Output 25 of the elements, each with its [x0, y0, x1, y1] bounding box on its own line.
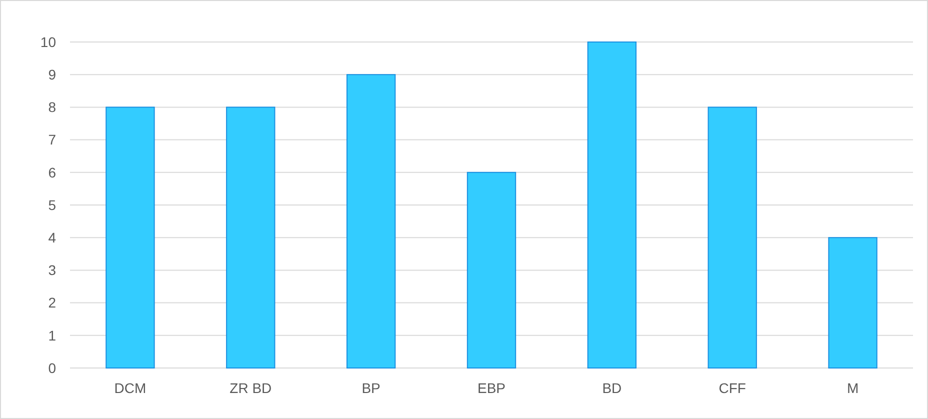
y-tick-label: 1 [48, 327, 56, 344]
y-tick-label: 7 [48, 132, 56, 148]
y-tick-label: 9 [48, 66, 56, 82]
x-tick-label: M [846, 380, 859, 396]
bar [708, 106, 757, 368]
bar [106, 106, 155, 368]
x-tick-label: EBP [477, 380, 506, 396]
bar [587, 42, 637, 368]
x-tick-label: BP [362, 380, 380, 396]
y-tick-label: 2 [48, 294, 56, 311]
y-tick-label: 3 [48, 262, 56, 278]
y-tick-label: 10 [40, 34, 56, 50]
x-tick-label: BD [602, 380, 622, 396]
y-tick-label: 5 [48, 196, 56, 213]
bar [346, 74, 396, 368]
bar [466, 172, 516, 368]
x-tick-label: DCM [114, 380, 146, 396]
bar [828, 237, 878, 368]
bar [226, 106, 276, 368]
y-tick-label: 0 [48, 360, 56, 376]
y-tick-label: 6 [48, 164, 56, 180]
x-tick-label: CFF [718, 380, 746, 396]
x-tick-label: ZR BD [230, 380, 272, 396]
y-tick-label: 4 [48, 230, 56, 246]
y-tick-label: 8 [48, 99, 56, 116]
